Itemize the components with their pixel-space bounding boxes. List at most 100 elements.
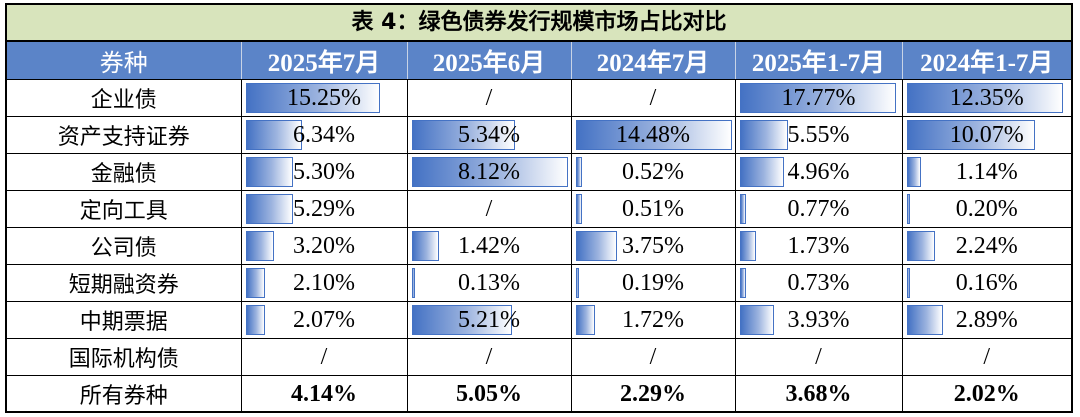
cell-value: 1.42% [458, 233, 520, 259]
column-header-type: 券种 [7, 42, 241, 80]
cell-value: 10.07% [949, 122, 1024, 148]
column-header-period: 2025年6月 [406, 42, 571, 80]
cell-value: / [320, 344, 328, 370]
header-row: 券种 2025年7月 2025年6月 2024年7月 2025年1-7月 2024年1-7… [7, 42, 1071, 80]
data-cell: 0.19% [570, 264, 735, 302]
data-bar [739, 231, 756, 261]
column-header-period: 2025年7月 [240, 42, 407, 80]
total-value: 3.68% [734, 375, 902, 412]
data-bar [906, 157, 921, 187]
table-frame: 表 4：绿色债券发行规模市场占比对比 券种 2025年7月 2025年6月 2024年… [5, 3, 1073, 413]
data-bar [575, 305, 595, 335]
row-label: 中期票据 [7, 301, 241, 339]
data-bar [739, 268, 746, 298]
cell-value: 5.21% [458, 307, 520, 333]
cell-value: / [983, 344, 991, 370]
data-cell: 1.14% [901, 153, 1071, 191]
data-cell: 2.07% [240, 301, 407, 339]
cell-value: 3.75% [622, 233, 684, 259]
cell-value: 3.20% [293, 233, 355, 259]
cell-value: 1.73% [787, 233, 850, 259]
data-cell: 15.25% [240, 79, 407, 117]
data-bar [739, 83, 896, 113]
data-cell: 0.51% [570, 190, 735, 228]
cell-value: / [485, 85, 493, 111]
total-row: 所有券种 4.14% 5.05% 2.29% 3.68% 2.02% [7, 375, 1071, 412]
data-cell: 0.73% [734, 264, 902, 302]
data-bar [245, 157, 293, 187]
data-cell: 1.42% [406, 227, 571, 265]
data-cell: 0.20% [901, 190, 1071, 228]
cell-value: 5.34% [458, 122, 520, 148]
data-cell: 6.34% [240, 116, 407, 154]
table-row: 中期票据 2.07% 5.21% 1.72% 3.93% 2.89% [7, 301, 1071, 339]
data-cell: 2.10% [240, 264, 407, 302]
row-label: 公司债 [7, 227, 241, 265]
data-bar [739, 120, 788, 150]
data-bar [906, 231, 935, 261]
data-bar [245, 194, 293, 224]
data-bar [411, 120, 515, 150]
data-cell: 4.96% [734, 153, 902, 191]
row-label: 金融债 [7, 153, 241, 191]
data-cell: / [734, 338, 902, 376]
cell-value: 5.29% [293, 196, 355, 222]
column-header-period: 2024年1-7月 [901, 42, 1071, 80]
data-cell: 3.20% [240, 227, 407, 265]
data-cell: 5.55% [734, 116, 902, 154]
cell-value: 3.93% [787, 307, 850, 333]
cell-value: 0.77% [787, 196, 850, 222]
data-cell: 17.77% [734, 79, 902, 117]
total-value: 5.05% [406, 375, 571, 412]
cell-value: 15.25% [287, 85, 361, 111]
data-cell: 5.34% [406, 116, 571, 154]
data-cell: / [240, 338, 407, 376]
total-value: 4.14% [240, 375, 407, 412]
table-row: 公司债 3.20% 1.42% 3.75% 1.73% 2.24% [7, 227, 1071, 265]
cell-value: 17.77% [781, 85, 856, 111]
row-label: 企业债 [7, 79, 241, 117]
cell-value: 1.72% [622, 307, 684, 333]
table-row: 短期融资券 2.10% 0.13% 0.19% 0.73% 0.16% [7, 264, 1071, 302]
data-bar [245, 231, 274, 261]
data-cell: / [406, 79, 571, 117]
row-label: 定向工具 [7, 190, 241, 228]
data-bar [739, 194, 746, 224]
cell-value: 4.96% [787, 159, 850, 185]
data-cell: 0.52% [570, 153, 735, 191]
cell-value: 0.51% [622, 196, 684, 222]
total-value: 2.02% [901, 375, 1071, 412]
cell-value: 5.55% [787, 122, 850, 148]
cell-value: 0.73% [787, 270, 850, 296]
table-row: 资产支持证券 6.34% 5.34% 14.48% 5.55% 10.07% [7, 116, 1071, 154]
data-cell: 1.73% [734, 227, 902, 265]
data-bar [411, 231, 439, 261]
row-label: 资产支持证券 [7, 116, 241, 154]
table-row: 企业债 15.25% / / 17.77% 12.35% [7, 79, 1071, 117]
cell-value: 2.24% [955, 233, 1018, 259]
column-header-period: 2024年7月 [570, 42, 735, 80]
data-cell: 0.16% [901, 264, 1071, 302]
market-share-table: 券种 2025年7月 2025年6月 2024年7月 2025年1-7月 2024年1-7… [7, 42, 1071, 412]
cell-value: / [485, 344, 493, 370]
data-cell: 2.24% [901, 227, 1071, 265]
cell-value: 8.12% [458, 159, 520, 185]
cell-value: / [485, 196, 493, 222]
data-cell: 1.72% [570, 301, 735, 339]
data-cell: 0.77% [734, 190, 902, 228]
data-bar [739, 305, 774, 335]
column-header-period: 2025年1-7月 [734, 42, 902, 80]
data-cell: / [570, 338, 735, 376]
data-cell: 5.29% [240, 190, 407, 228]
cell-value: 2.10% [293, 270, 355, 296]
cell-value: 6.34% [293, 122, 355, 148]
total-value: 2.29% [570, 375, 735, 412]
data-bar [575, 120, 732, 150]
data-bar [906, 120, 1035, 150]
data-bar [906, 83, 1063, 113]
cell-value: 1.14% [955, 159, 1018, 185]
table-row: 定向工具 5.29% / 0.51% 0.77% 0.20% [7, 190, 1071, 228]
data-cell: 5.30% [240, 153, 407, 191]
data-cell: 5.21% [406, 301, 571, 339]
cell-value: 2.89% [955, 307, 1018, 333]
